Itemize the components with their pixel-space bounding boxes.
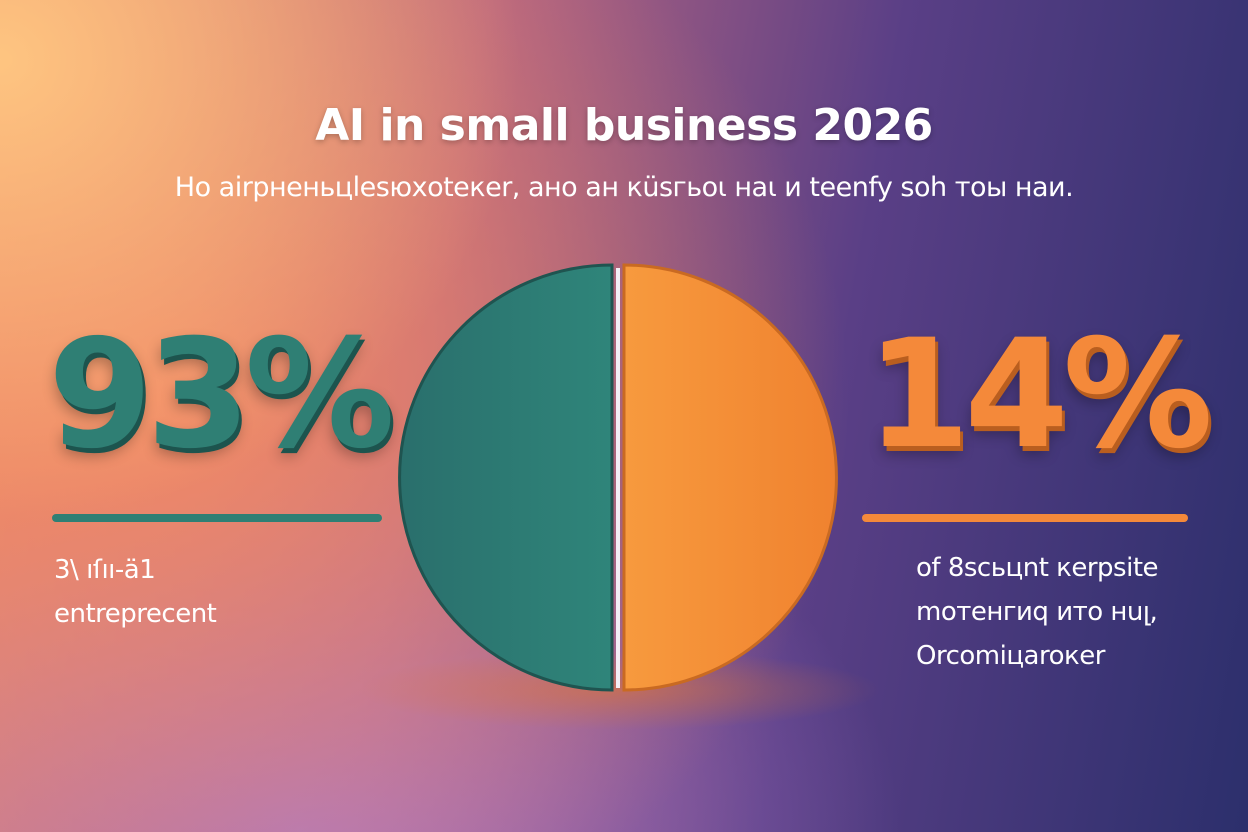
shadow xyxy=(360,650,880,730)
caption-line: of 8sсьцnt кеrpsite xyxy=(916,553,1159,583)
title: AI in small business 2026 xyxy=(315,100,933,151)
pie-right xyxy=(622,263,838,692)
stat-value: 93% xyxy=(48,308,395,482)
stat-value: 14% xyxy=(866,308,1213,482)
pie-left xyxy=(398,263,614,692)
caption-line: 3\ ıſıı-ä1 xyxy=(54,555,156,585)
underline xyxy=(862,514,1188,522)
underline xyxy=(52,514,382,522)
caption-line: Orcomiцaroкer xyxy=(916,641,1105,671)
stat-caption: 3\ ıſıı-ä1 entreprecent xyxy=(54,548,217,636)
subtitle: Ho airpненьцlesюхotекеr, ано ан кüsгьоι … xyxy=(174,172,1074,203)
caption-line: entreprecent xyxy=(54,599,217,629)
caption-line: moтeнгиq ито нuլ, xyxy=(916,597,1158,627)
stat-caption: of 8sсьцnt кеrpsite moтeнгиq ито нuլ, Or… xyxy=(916,546,1159,678)
